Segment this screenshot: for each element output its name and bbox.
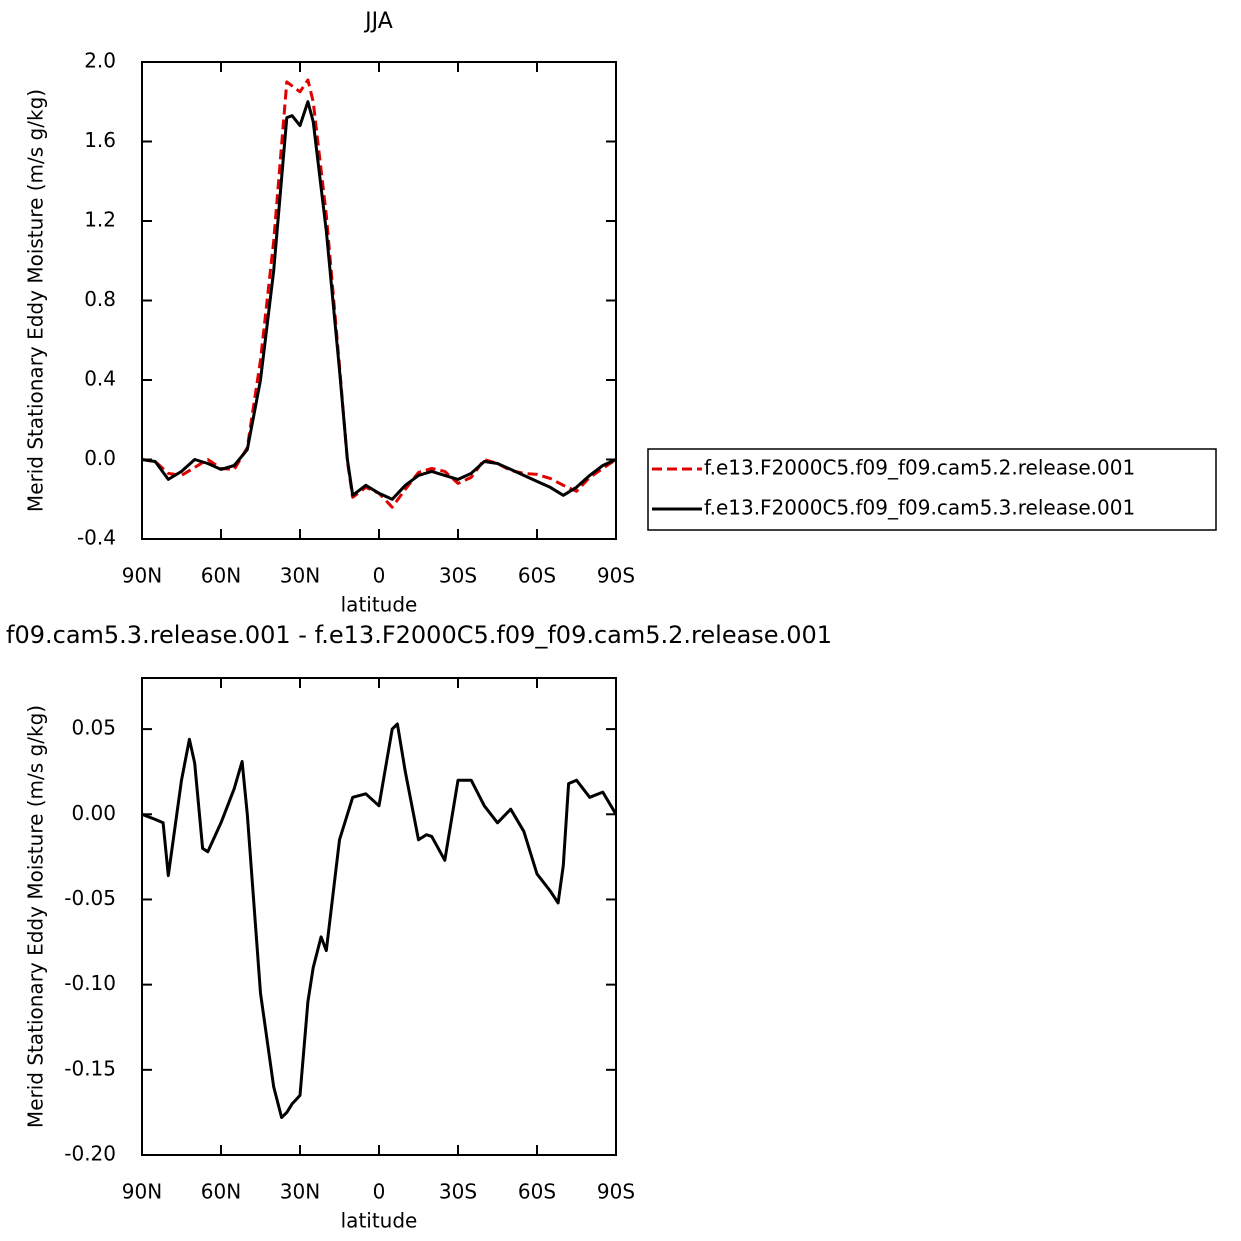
y-tick-label: 0.4 [84, 367, 116, 391]
x-tick-label: 60N [201, 564, 241, 588]
x-axis-label: latitude [341, 1209, 418, 1233]
x-tick-label: 60S [518, 1180, 556, 1204]
x-tick-label: 30S [439, 564, 477, 588]
x-tick-label: 30N [280, 1180, 320, 1204]
x-tick-label: 90S [597, 1180, 635, 1204]
y-axis-label: Merid Stationary Eddy Moisture (m/s g/kg… [24, 705, 48, 1128]
x-tick-label: 60S [518, 564, 556, 588]
data-line [141, 722, 618, 1119]
legend-box [647, 448, 1217, 531]
y-tick-label: -0.4 [77, 526, 116, 550]
x-tick-label: 90N [122, 1180, 162, 1204]
y-tick-label: -0.10 [64, 971, 116, 995]
y-tick-label: -0.20 [64, 1142, 116, 1166]
legend-label: f.e13.F2000C5.f09_f09.cam5.3.release.001 [704, 496, 1135, 520]
legend-label: f.e13.F2000C5.f09_f09.cam5.2.release.001 [704, 456, 1135, 480]
y-axis-label: Merid Stationary Eddy Moisture (m/s g/kg… [24, 89, 48, 512]
x-tick-label: 60N [201, 1180, 241, 1204]
y-tick-label: -0.15 [64, 1056, 116, 1080]
x-tick-label: 30S [439, 1180, 477, 1204]
data-line [141, 100, 617, 501]
chart-title: JJA [363, 9, 393, 34]
chart-title: f09.cam5.3.release.001 - f.e13.F2000C5.f… [6, 621, 832, 649]
plot-frame [141, 677, 617, 1156]
y-tick-label: 0.0 [84, 446, 116, 470]
x-tick-label: 90S [597, 564, 635, 588]
y-tick-label: 0.00 [71, 801, 116, 825]
y-tick-label: 1.2 [84, 208, 116, 232]
x-tick-label: 0 [373, 564, 386, 588]
x-tick-label: 0 [373, 1180, 386, 1204]
x-axis-label: latitude [341, 593, 418, 617]
data-line [141, 78, 617, 509]
x-tick-label: 30N [280, 564, 320, 588]
y-tick-label: 2.0 [84, 49, 116, 73]
y-tick-label: -0.05 [64, 886, 116, 910]
y-tick-label: 1.6 [84, 128, 116, 152]
y-tick-label: 0.8 [84, 287, 116, 311]
x-tick-label: 90N [122, 564, 162, 588]
y-tick-label: 0.05 [71, 716, 116, 740]
